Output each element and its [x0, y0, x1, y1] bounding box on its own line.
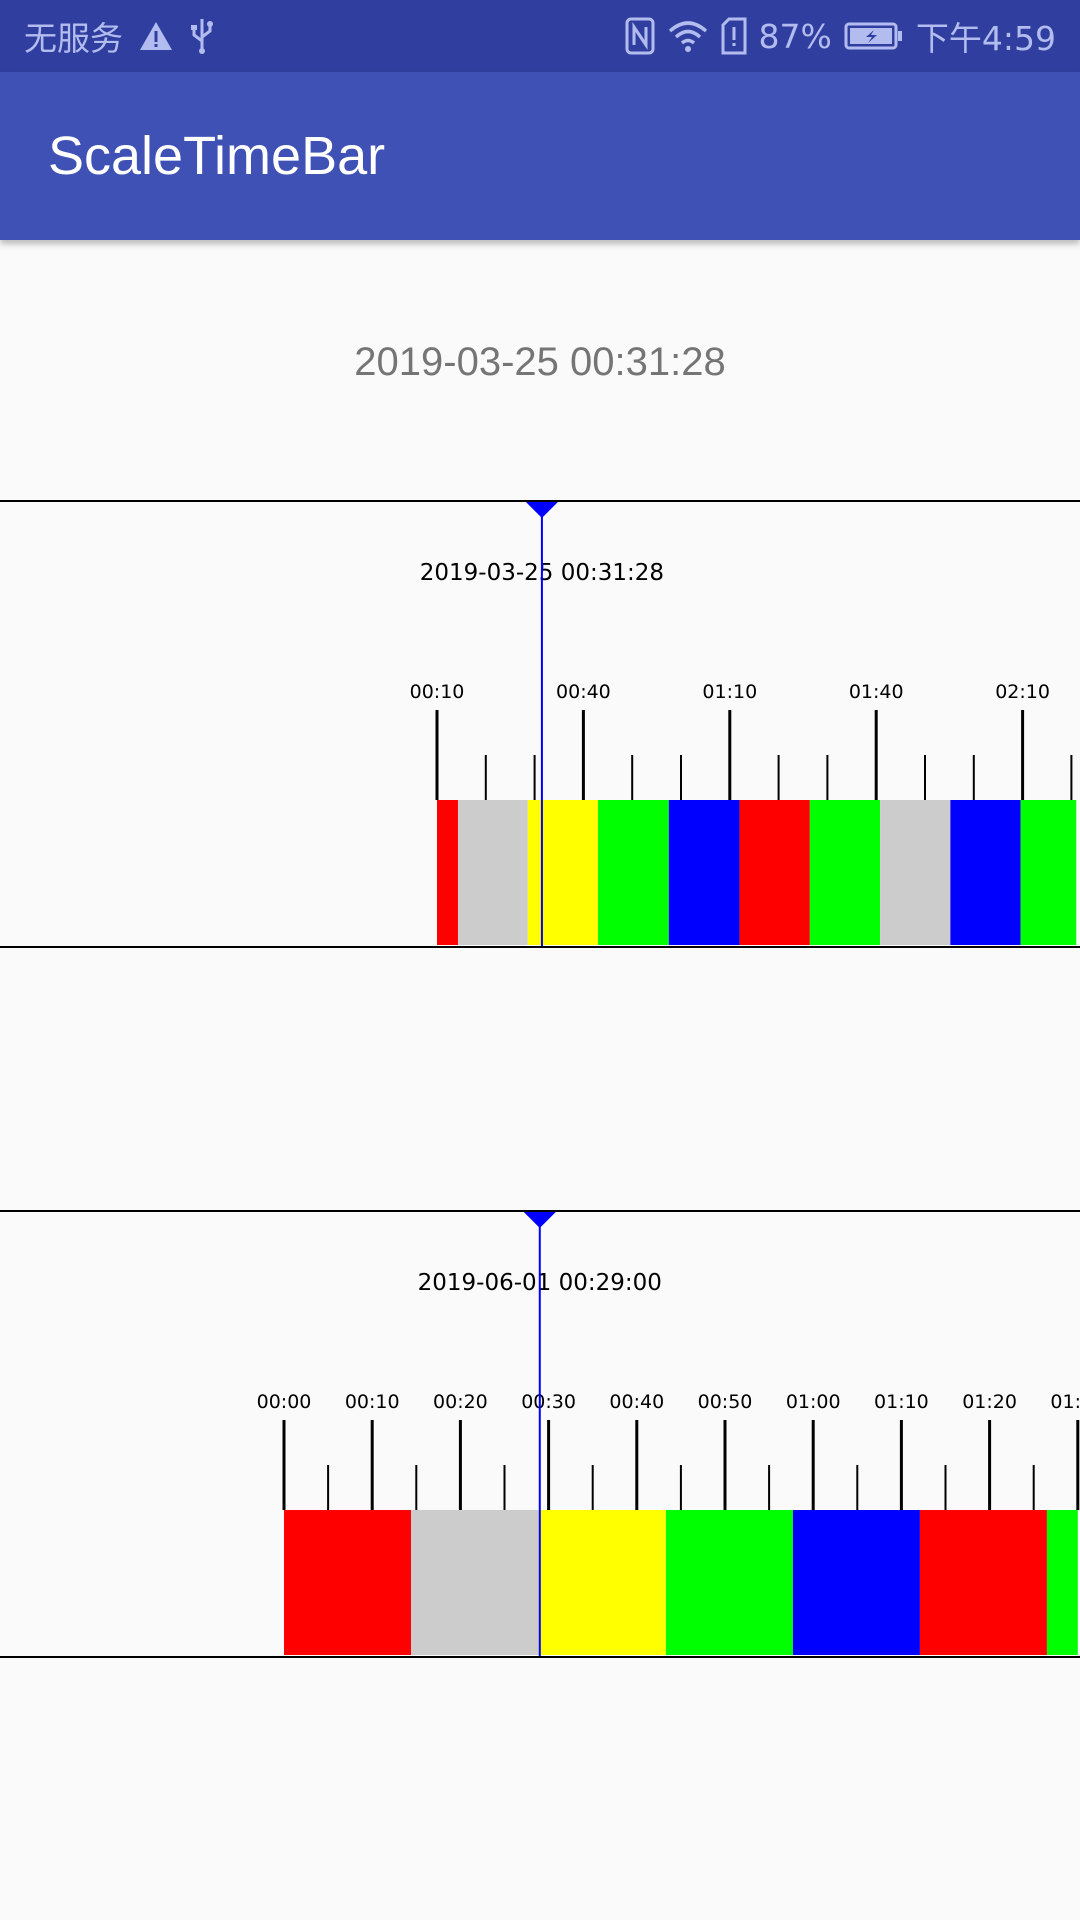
battery-percent: 87% [758, 16, 832, 56]
record-segment [739, 800, 810, 945]
status-left: 无服务 [24, 0, 215, 72]
tick-label: 00:50 [698, 1391, 753, 1413]
usb-icon [189, 17, 215, 55]
tick-label: 02:10 [995, 681, 1050, 703]
tick-label: 00:20 [433, 1391, 488, 1413]
sim-alert-icon [721, 17, 747, 55]
cursor-marker-icon [523, 1212, 556, 1228]
record-segment [437, 800, 458, 945]
tick-label: 01:10 [874, 1391, 929, 1413]
record-segment [950, 800, 1021, 945]
record-segment [1046, 1510, 1078, 1655]
tick-label: 01:20 [962, 1391, 1017, 1413]
record-segment [880, 800, 951, 945]
record-segment [457, 800, 528, 945]
clock: 下午4:59 [915, 19, 1056, 58]
warning-icon [139, 21, 173, 51]
carrier-label: 无服务 [24, 19, 123, 58]
record-segment [284, 1510, 412, 1655]
record-segment [792, 1510, 920, 1655]
tick-label: 01:30 [1050, 1391, 1080, 1413]
record-segment [665, 1510, 793, 1655]
app-bar: ScaleTimeBar [0, 72, 1080, 240]
tick-label: 00:40 [556, 681, 611, 703]
tick-label: 00:00 [257, 1391, 312, 1413]
record-segment [598, 800, 669, 945]
tick-label: 00:10 [410, 681, 465, 703]
cursor-marker-icon [525, 502, 558, 518]
tick-label: 01:40 [849, 681, 904, 703]
record-segment [527, 800, 599, 945]
status-right: 87% 下午4:59 [625, 0, 1056, 72]
record-segment [1020, 800, 1077, 945]
scale-time-bar-2[interactable]: 00:00 00:10 00:20 00:30 00:40 00:50 01:00 01:10… [0, 1210, 1080, 1660]
tick-label: 01:00 [786, 1391, 841, 1413]
tick-label: 00:30 [521, 1391, 576, 1413]
nfc-icon [625, 17, 655, 55]
status-bar: 无服务 87% 下午4:59 [0, 0, 1080, 72]
app-title: ScaleTimeBar [48, 126, 386, 186]
record-segment [809, 800, 881, 945]
wifi-icon [667, 19, 709, 53]
tick-label: 01:10 [702, 681, 757, 703]
record-segment [411, 1510, 539, 1655]
record-segment [919, 1510, 1047, 1655]
current-time-label: 2019-03-25 00:31:28 [354, 340, 726, 384]
tick-label: 00:10 [345, 1391, 400, 1413]
tick-label: 00:40 [609, 1391, 664, 1413]
battery-charging-icon [844, 21, 904, 51]
scale-time-bar-1[interactable]: 00:10 00:40 01:10 01:40 02:10 2019-03-25 00:3… [0, 500, 1080, 950]
record-segment [538, 1510, 666, 1655]
record-segment [668, 800, 740, 945]
